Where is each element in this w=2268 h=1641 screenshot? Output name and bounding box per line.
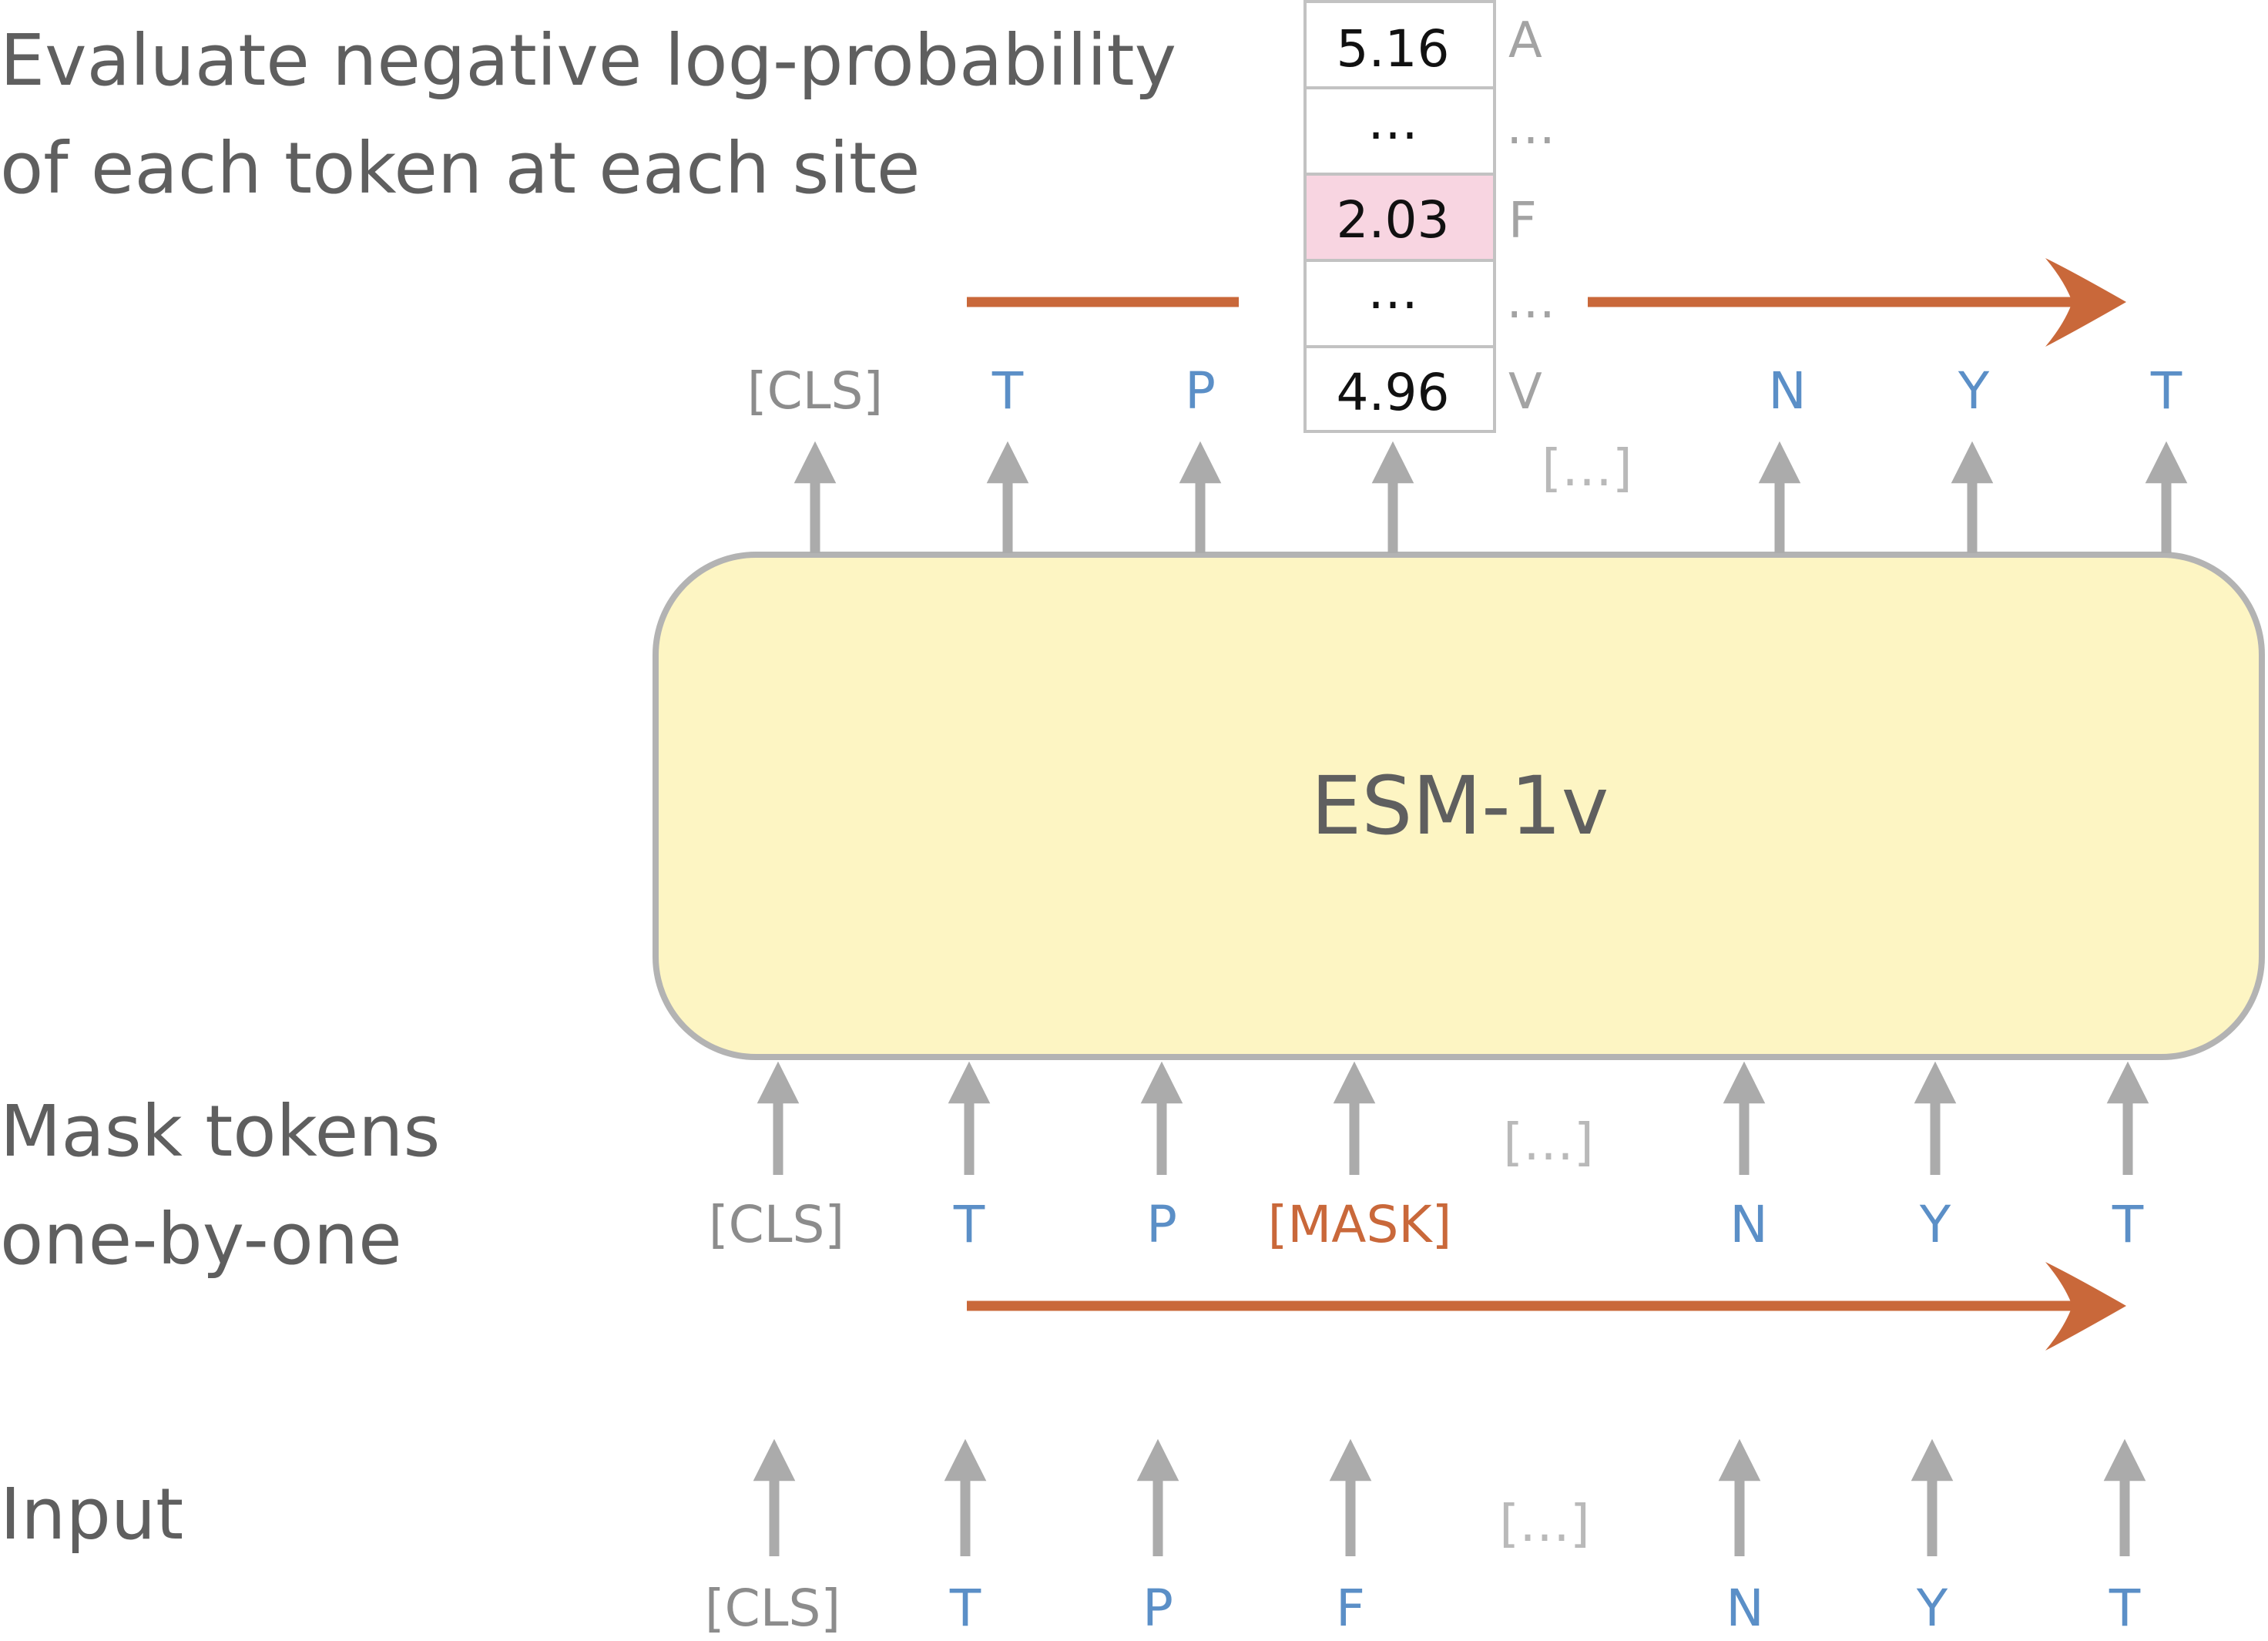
- table-row-label-2: F: [1508, 193, 1537, 250]
- input-ellipsis: […]: [1499, 1494, 1590, 1553]
- input-token-4: N: [1726, 1579, 1763, 1638]
- output-token-cls: [CLS]: [747, 361, 883, 421]
- mask-token-masked: [MASK]: [1268, 1195, 1452, 1254]
- table-row-label-3: …: [1506, 273, 1555, 330]
- output-scan-arrowhead: [2045, 258, 2126, 347]
- mask-token-5: Y: [1919, 1195, 1951, 1254]
- table-value-0: 5.16: [1337, 19, 1450, 79]
- input-token-2: P: [1142, 1579, 1173, 1638]
- output-token-1: T: [991, 361, 1024, 421]
- mask-arrows: [757, 1061, 2149, 1175]
- input-token-6: T: [2109, 1579, 2141, 1638]
- mask-label-line2: one-by-one: [0, 1198, 402, 1280]
- output-token-4: N: [1768, 361, 1806, 421]
- input-token-5: Y: [1916, 1579, 1948, 1638]
- mask-label-line1: Mask tokens: [0, 1090, 440, 1173]
- mask-scan-arrowhead: [2045, 1262, 2126, 1351]
- table-cell-4: [1303, 345, 1496, 433]
- table-row-label-0: A: [1508, 12, 1542, 69]
- table-value-1: …: [1367, 92, 1418, 151]
- output-arrows: [793, 441, 2188, 553]
- table-value-2: 2.03: [1337, 190, 1450, 250]
- mask-token-4: N: [1730, 1195, 1767, 1254]
- esm-model-box: [653, 552, 2265, 1060]
- output-ellipsis: […]: [1542, 438, 1632, 498]
- input-label: Input: [0, 1473, 183, 1555]
- table-value-4: 4.96: [1337, 363, 1450, 422]
- mask-token-1: T: [953, 1195, 985, 1254]
- evaluate-title-line1: Evaluate negative log-probability: [0, 19, 1176, 102]
- output-token-6: T: [2150, 361, 2182, 421]
- table-cell-0: [1303, 0, 1496, 89]
- table-value-3: …: [1367, 261, 1418, 320]
- table-cell-1: [1303, 86, 1496, 176]
- mask-token-cls: [CLS]: [709, 1195, 844, 1254]
- mask-ellipsis: […]: [1503, 1112, 1594, 1172]
- logprob-table: 5.16 … 2.03 … 4.96 A … F … V: [1303, 0, 1555, 433]
- input-token-1: T: [949, 1579, 981, 1638]
- table-row-label-4: V: [1508, 364, 1542, 421]
- input-token-3: F: [1336, 1579, 1365, 1638]
- table-cell-3: [1303, 259, 1496, 348]
- input-token-cls: [CLS]: [705, 1579, 840, 1638]
- evaluate-title-line2: of each token at each site: [0, 127, 921, 210]
- output-token-5: Y: [1958, 361, 1990, 421]
- input-arrows: [753, 1438, 2146, 1556]
- mask-token-6: T: [2112, 1195, 2144, 1254]
- mask-token-2: P: [1146, 1195, 1177, 1254]
- output-token-2: P: [1185, 361, 1216, 421]
- table-row-label-1: …: [1506, 99, 1555, 156]
- model-name: ESM-1v: [1311, 759, 1609, 853]
- table-cell-2-highlight: [1303, 173, 1496, 262]
